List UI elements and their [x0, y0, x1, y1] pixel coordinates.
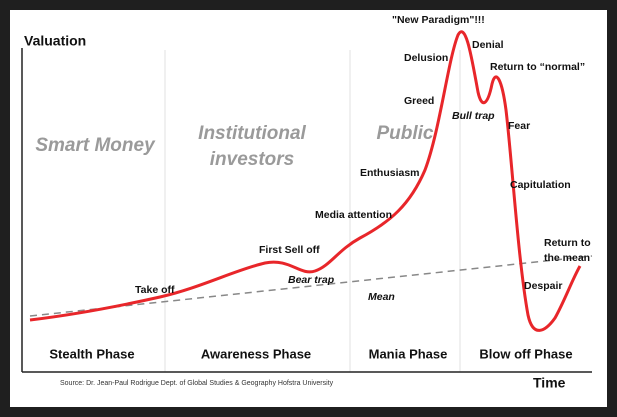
group-label: investors: [210, 149, 294, 170]
annotation: Return to: [544, 237, 591, 249]
bubble-curve: [29, 30, 582, 332]
mean-line: [29, 255, 593, 317]
canvas: [10, 10, 607, 407]
annotation: Delusion: [404, 52, 448, 64]
phase-label: Blow off Phase: [479, 346, 572, 361]
phase-dividers: [164, 50, 461, 372]
annotation: the mean: [544, 252, 590, 264]
annotation: Enthusiasm: [360, 167, 420, 179]
phase-label: Mania Phase: [369, 346, 448, 361]
annotation: Despair: [524, 280, 563, 292]
group-label: Smart Money: [35, 135, 156, 156]
annotation: Bear trap: [288, 274, 335, 286]
x-axis-label: Time: [533, 375, 566, 391]
annotation: Denial: [472, 39, 504, 51]
annotation: Take off: [135, 284, 175, 296]
annotation: Capitulation: [510, 179, 571, 191]
annotation: "New Paradigm"!!!: [392, 14, 485, 26]
annotation: First Sell off: [259, 244, 320, 256]
axes: [21, 48, 592, 373]
source-note: Source: Dr. Jean-Paul Rodrigue Dept. of …: [60, 380, 334, 387]
annotation: Media attention: [315, 209, 392, 221]
annotation: Bull trap: [452, 110, 495, 122]
group-label: Institutional: [198, 123, 306, 144]
phase-label: Awareness Phase: [201, 346, 311, 361]
annotation: Return to “normal”: [490, 61, 585, 73]
annotation: Greed: [404, 95, 434, 107]
y-axis-label: Valuation: [24, 33, 86, 49]
annotation: Mean: [368, 291, 395, 303]
group-label: Public: [376, 123, 433, 144]
phase-label: Stealth Phase: [49, 346, 134, 361]
annotation: Fear: [508, 120, 530, 132]
